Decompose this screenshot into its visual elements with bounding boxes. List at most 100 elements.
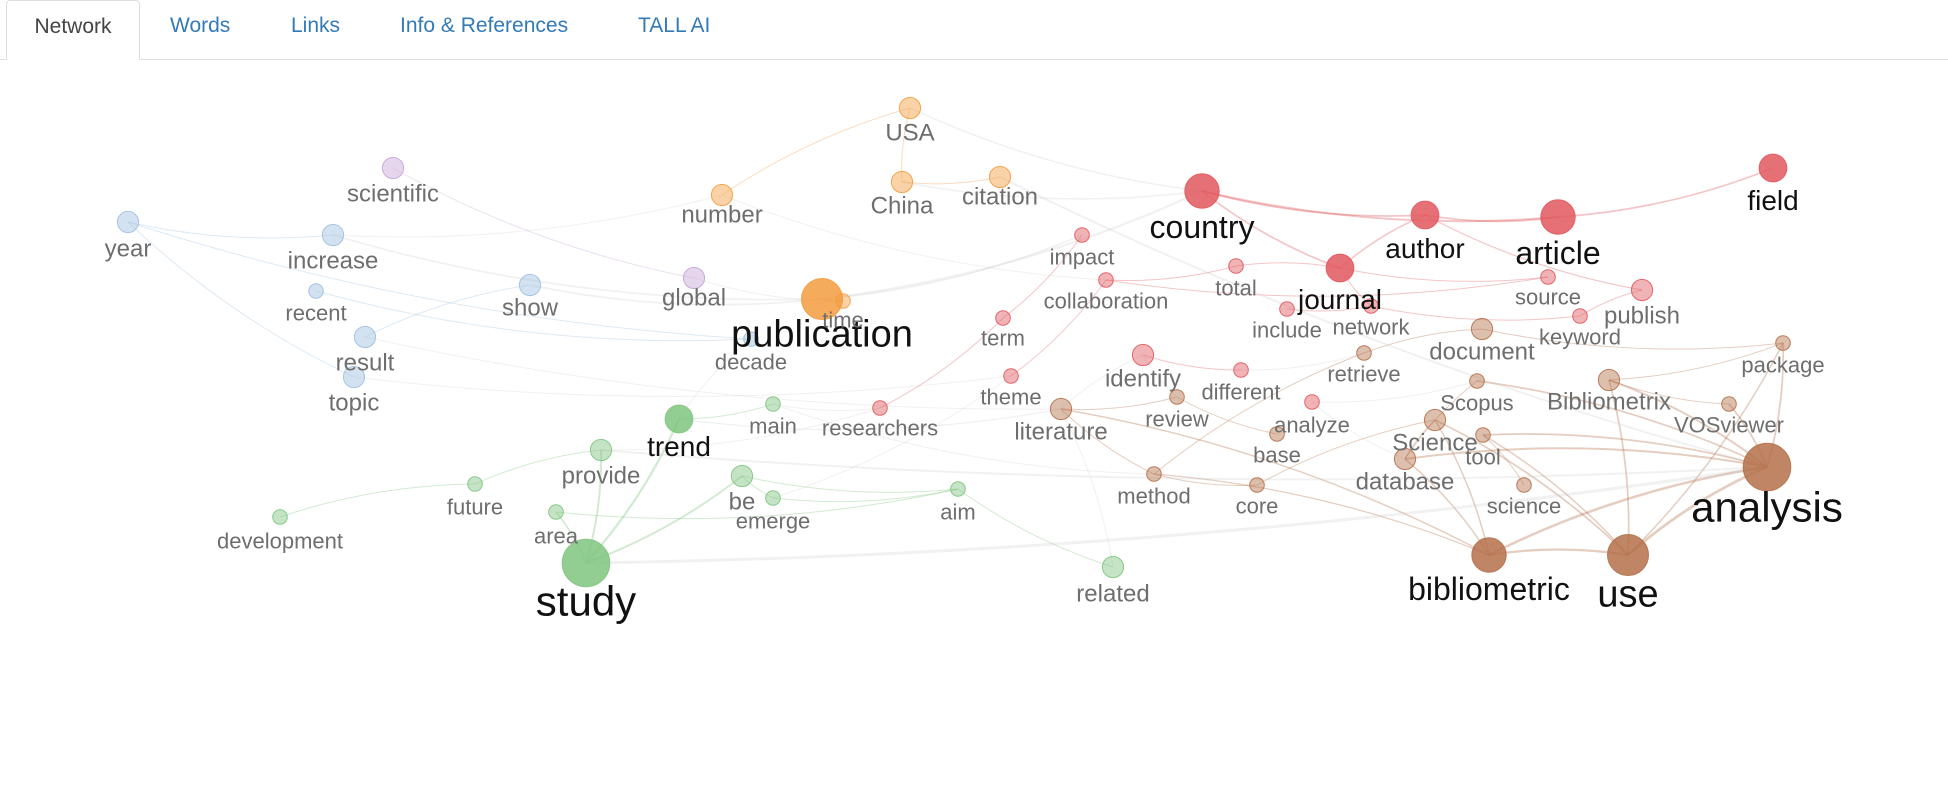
node-label-database: database <box>1356 468 1455 495</box>
node-Bibliometrix[interactable] <box>1597 368 1621 392</box>
node-decade[interactable] <box>743 331 759 347</box>
node-publish[interactable] <box>1630 278 1654 302</box>
node-scientific[interactable] <box>381 156 405 180</box>
node-number[interactable] <box>710 183 734 207</box>
node-label-area: area <box>534 524 579 549</box>
node-area[interactable] <box>548 504 564 520</box>
node-China[interactable] <box>890 170 914 194</box>
edge-China-citation <box>901 176 1001 185</box>
node-label-core: core <box>1236 494 1279 519</box>
node-bibliometric[interactable] <box>1471 537 1507 573</box>
node-Science[interactable] <box>1423 408 1447 432</box>
node-science[interactable] <box>1516 477 1532 493</box>
node-topic[interactable] <box>342 365 366 389</box>
node-term[interactable] <box>995 310 1011 326</box>
edge-analyze-Scopus <box>1311 380 1478 403</box>
node-label-source: source <box>1515 285 1581 310</box>
node-Scopus[interactable] <box>1469 373 1485 389</box>
node-identify[interactable] <box>1131 343 1155 367</box>
node-label-Bibliometrix: Bibliometrix <box>1547 388 1671 415</box>
node-country[interactable] <box>1184 173 1220 209</box>
node-package[interactable] <box>1775 335 1791 351</box>
node-document[interactable] <box>1470 317 1494 341</box>
node-researchers[interactable] <box>872 400 888 416</box>
node-label-impact: impact <box>1050 245 1115 270</box>
node-VOSviewer[interactable] <box>1721 396 1737 412</box>
node-database[interactable] <box>1393 447 1417 471</box>
node-source[interactable] <box>1540 269 1556 285</box>
edge-USA-country <box>909 107 1203 192</box>
node-label-be: be <box>729 488 756 515</box>
edge-article-field <box>1557 167 1774 218</box>
tab-network[interactable]: Network <box>6 0 140 60</box>
node-tool[interactable] <box>1475 427 1491 443</box>
node-keyword[interactable] <box>1572 308 1588 324</box>
edge-bibliometric-literature <box>1060 408 1490 556</box>
node-label-recent: recent <box>285 301 346 326</box>
edge-emerge-aim <box>772 488 959 503</box>
node-be[interactable] <box>730 464 754 488</box>
node-recent[interactable] <box>308 283 324 299</box>
node-label-study: study <box>536 578 636 625</box>
edge-recent-decade <box>315 290 752 342</box>
node-different[interactable] <box>1233 362 1249 378</box>
node-method[interactable] <box>1146 466 1162 482</box>
tab-bar: Network Words Links Info & References TA… <box>0 0 1948 60</box>
node-publication[interactable] <box>801 278 843 320</box>
node-collaboration[interactable] <box>1098 272 1114 288</box>
edge-use-Bibliometrix <box>1608 379 1630 556</box>
node-article[interactable] <box>1540 199 1576 235</box>
node-use[interactable] <box>1607 534 1649 576</box>
node-main[interactable] <box>765 396 781 412</box>
node-label-publish: publish <box>1604 302 1680 329</box>
node-label-term: term <box>981 326 1025 351</box>
node-analysis[interactable] <box>1742 442 1792 492</box>
edge-year-increase <box>127 221 334 239</box>
node-increase[interactable] <box>321 223 345 247</box>
node-journal[interactable] <box>1325 253 1355 283</box>
node-result[interactable] <box>353 325 377 349</box>
tab-words[interactable]: Words <box>170 14 231 37</box>
node-label-USA: USA <box>885 119 934 146</box>
node-USA[interactable] <box>898 96 922 120</box>
node-emerge[interactable] <box>765 490 781 506</box>
node-related[interactable] <box>1101 555 1125 579</box>
node-theme[interactable] <box>1003 368 1019 384</box>
node-core[interactable] <box>1249 477 1265 493</box>
edge-number-collaboration <box>721 194 1107 281</box>
node-label-literature: literature <box>1014 418 1107 445</box>
node-show[interactable] <box>518 273 542 297</box>
node-trend[interactable] <box>664 404 694 434</box>
node-review[interactable] <box>1169 389 1185 405</box>
node-analyze[interactable] <box>1304 394 1320 410</box>
node-author[interactable] <box>1410 200 1440 230</box>
tab-links[interactable]: Links <box>291 14 341 37</box>
node-development[interactable] <box>272 509 288 525</box>
edge-increase-number <box>332 194 723 238</box>
edge-collaboration-total <box>1105 265 1237 282</box>
node-citation[interactable] <box>988 165 1012 189</box>
node-time[interactable] <box>835 293 851 309</box>
edge-future-development <box>279 483 476 518</box>
node-field[interactable] <box>1758 153 1788 183</box>
node-network[interactable] <box>1363 298 1379 314</box>
node-future[interactable] <box>467 476 483 492</box>
node-literature[interactable] <box>1049 397 1073 421</box>
edge-identify-different <box>1142 354 1242 371</box>
tab-tall-ai[interactable]: TALL AI <box>638 14 711 37</box>
node-aim[interactable] <box>950 481 966 497</box>
tab-info-references[interactable]: Info & References <box>400 14 569 37</box>
edge-theme-collaboration <box>1010 279 1107 377</box>
node-study[interactable] <box>561 538 611 588</box>
node-base[interactable] <box>1269 426 1285 442</box>
node-impact[interactable] <box>1074 227 1090 243</box>
node-provide[interactable] <box>589 438 613 462</box>
edge-year-decade <box>127 221 752 340</box>
node-label-Scopus: Scopus <box>1440 391 1513 416</box>
node-total[interactable] <box>1228 258 1244 274</box>
node-year[interactable] <box>116 210 140 234</box>
node-include[interactable] <box>1279 301 1295 317</box>
node-retrieve[interactable] <box>1356 345 1372 361</box>
node-global[interactable] <box>682 266 706 290</box>
